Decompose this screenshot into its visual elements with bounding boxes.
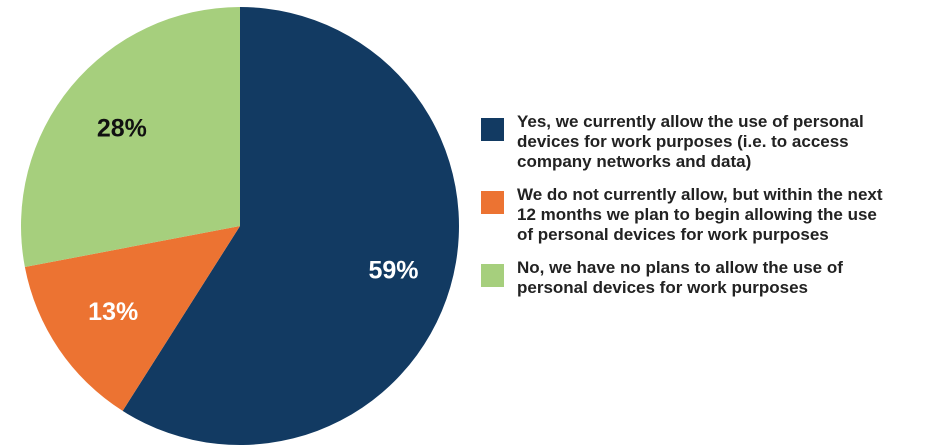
pie-slice-no [20, 7, 241, 268]
pie-slices [20, 7, 460, 445]
slice-value-label-yes: 59% [368, 257, 418, 285]
pie-slice-plan [24, 226, 241, 411]
legend-label-plan: We do not currently allow, but within th… [517, 185, 883, 244]
legend-swatch-plan [481, 191, 504, 214]
slice-value-label-no: 28% [97, 114, 147, 142]
legend-label-yes: Yes, we currently allow the use of perso… [517, 112, 864, 171]
legend-item-no: No, we have no plans to allow the use of… [481, 258, 941, 298]
pie-value-labels: 59% 13% 28% [88, 114, 418, 326]
pie-slice-yes [122, 7, 460, 445]
legend-swatch-no [481, 264, 504, 287]
legend-swatch-yes [481, 118, 504, 141]
legend-item-plan: We do not currently allow, but within th… [481, 185, 941, 245]
legend-item-yes: Yes, we currently allow the use of perso… [481, 112, 941, 172]
legend: Yes, we currently allow the use of perso… [481, 112, 941, 311]
slice-value-label-plan: 13% [88, 298, 138, 326]
legend-label-no: No, we have no plans to allow the use of… [517, 258, 843, 297]
